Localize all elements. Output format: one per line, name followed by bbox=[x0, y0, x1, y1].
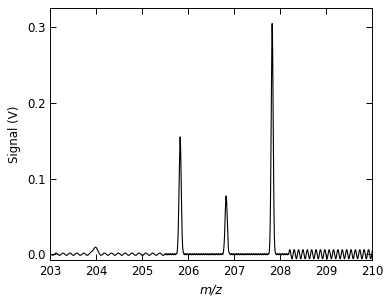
X-axis label: m/z: m/z bbox=[200, 284, 223, 297]
Y-axis label: Signal (V): Signal (V) bbox=[8, 106, 21, 163]
